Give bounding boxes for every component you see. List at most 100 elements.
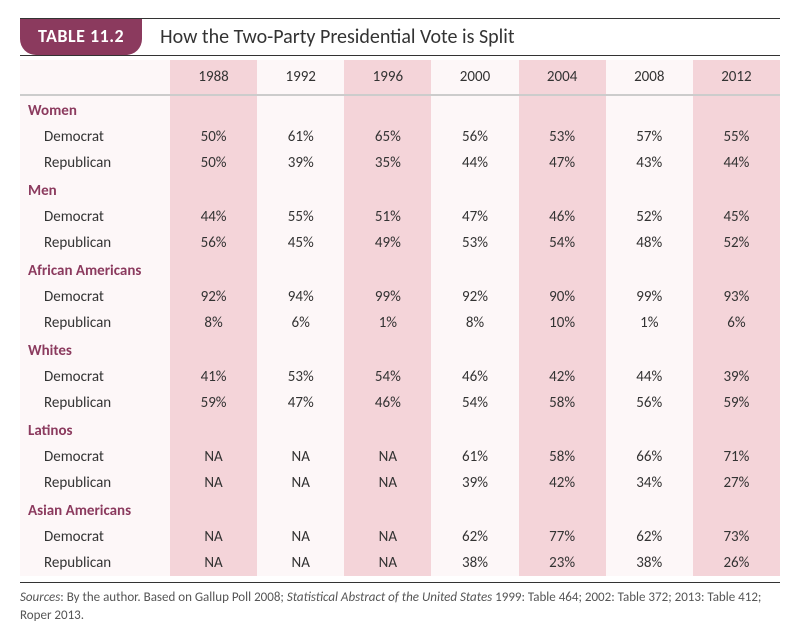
group-empty-cell (170, 256, 257, 284)
data-cell: 73% (693, 524, 780, 550)
header-row: TABLE 11.2 How the Two-Party Presidentia… (20, 18, 780, 56)
data-cell: 57% (606, 124, 693, 150)
group-empty-cell (693, 416, 780, 444)
data-cell: 39% (257, 150, 344, 176)
data-cell: 41% (170, 364, 257, 390)
group-empty-cell (170, 496, 257, 524)
group-empty-cell (693, 496, 780, 524)
data-cell: 52% (606, 204, 693, 230)
group-empty-cell (257, 336, 344, 364)
data-cell: 47% (257, 390, 344, 416)
data-cell: 58% (519, 444, 606, 470)
data-cell: 56% (431, 124, 518, 150)
sources-note: Sources: By the author. Based on Gallup … (20, 582, 780, 624)
data-cell: NA (170, 550, 257, 576)
group-empty-cell (170, 416, 257, 444)
data-cell: 8% (431, 310, 518, 336)
data-cell: 59% (693, 390, 780, 416)
year-header: 1988 (170, 60, 257, 95)
group-empty-cell (344, 256, 431, 284)
group-empty-cell (693, 256, 780, 284)
year-header: 2000 (431, 60, 518, 95)
group-empty-cell (170, 95, 257, 124)
data-cell: NA (344, 470, 431, 496)
group-empty-cell (170, 336, 257, 364)
data-cell: 46% (519, 204, 606, 230)
data-cell: 34% (606, 470, 693, 496)
data-cell: 92% (431, 284, 518, 310)
data-cell: 99% (606, 284, 693, 310)
group-empty-cell (344, 496, 431, 524)
data-cell: 50% (170, 150, 257, 176)
data-cell: 54% (344, 364, 431, 390)
data-cell: NA (344, 444, 431, 470)
group-empty-cell (257, 95, 344, 124)
group-empty-cell (693, 336, 780, 364)
row-label: Republican (20, 150, 170, 176)
table-row: Republican59%47%46%54%58%56%59% (20, 390, 780, 416)
group-empty-cell (693, 95, 780, 124)
group-empty-cell (431, 176, 518, 204)
group-header-row: Asian Americans (20, 496, 780, 524)
group-empty-cell (519, 95, 606, 124)
data-cell: 71% (693, 444, 780, 470)
table-row: Democrat92%94%99%92%90%99%93% (20, 284, 780, 310)
data-cell: 38% (606, 550, 693, 576)
data-cell: 52% (693, 230, 780, 256)
row-label: Republican (20, 550, 170, 576)
data-cell: 42% (519, 470, 606, 496)
year-header: 2004 (519, 60, 606, 95)
table-head: 1988199219962000200420082012 (20, 60, 780, 95)
row-label: Democrat (20, 124, 170, 150)
data-cell: 56% (606, 390, 693, 416)
year-header: 2012 (693, 60, 780, 95)
table-title: How the Two-Party Presidential Vote is S… (160, 19, 780, 55)
group-empty-cell (170, 176, 257, 204)
data-cell: 44% (431, 150, 518, 176)
group-empty-cell (257, 256, 344, 284)
data-cell: 8% (170, 310, 257, 336)
data-cell: 1% (344, 310, 431, 336)
data-cell: 94% (257, 284, 344, 310)
sources-fragment: : By the author. Based on Gallup Poll 20… (60, 590, 287, 605)
data-cell: NA (344, 550, 431, 576)
group-header-row: Women (20, 95, 780, 124)
header-empty-cell (20, 60, 170, 95)
group-name: Men (20, 176, 170, 204)
data-cell: 56% (170, 230, 257, 256)
table-row: Republican56%45%49%53%54%48%52% (20, 230, 780, 256)
data-cell: 44% (693, 150, 780, 176)
group-empty-cell (519, 496, 606, 524)
group-empty-cell (344, 416, 431, 444)
table-row: RepublicanNANANA39%42%34%27% (20, 470, 780, 496)
group-name: Latinos (20, 416, 170, 444)
data-cell: NA (257, 444, 344, 470)
data-cell: 92% (170, 284, 257, 310)
data-cell: 43% (606, 150, 693, 176)
group-empty-cell (257, 496, 344, 524)
data-cell: NA (170, 444, 257, 470)
group-empty-cell (257, 416, 344, 444)
group-header-row: Latinos (20, 416, 780, 444)
table-body: Women Democrat50%61%65%56%53%57%55%Repub… (20, 95, 780, 576)
group-empty-cell (519, 336, 606, 364)
data-cell: NA (257, 550, 344, 576)
data-cell: 49% (344, 230, 431, 256)
row-label: Democrat (20, 364, 170, 390)
data-cell: NA (344, 524, 431, 550)
group-empty-cell (519, 176, 606, 204)
group-header-row: Men (20, 176, 780, 204)
group-empty-cell (431, 336, 518, 364)
year-header: 1992 (257, 60, 344, 95)
data-cell: 53% (431, 230, 518, 256)
group-name: Asian Americans (20, 496, 170, 524)
year-header: 1996 (344, 60, 431, 95)
data-cell: 38% (431, 550, 518, 576)
data-cell: 26% (693, 550, 780, 576)
data-cell: 62% (431, 524, 518, 550)
data-cell: 54% (519, 230, 606, 256)
data-cell: 59% (170, 390, 257, 416)
data-cell: 44% (606, 364, 693, 390)
header-columns-row: 1988199219962000200420082012 (20, 60, 780, 95)
data-cell: 55% (693, 124, 780, 150)
